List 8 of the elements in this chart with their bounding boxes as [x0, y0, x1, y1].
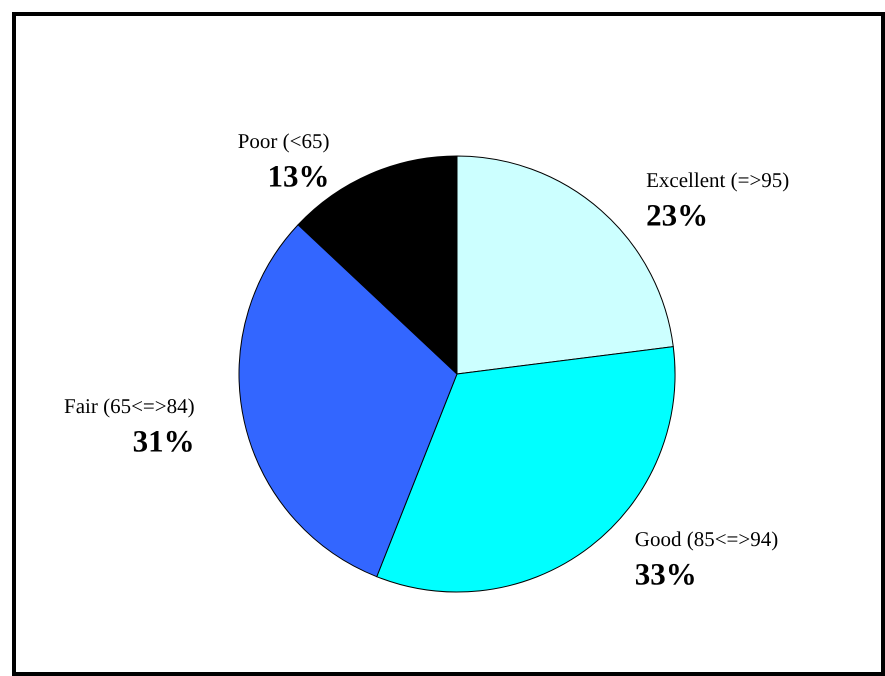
slice-label: Excellent (=>95)	[646, 168, 790, 192]
slice-label: Poor (<65)	[238, 129, 330, 154]
slice-label: Fair (65<=>84)	[64, 394, 195, 418]
data-label: 31%	[132, 423, 195, 458]
slice-label: Good (85<=>94)	[634, 527, 778, 552]
data-label: 33%	[634, 556, 697, 592]
data-label: 23%	[646, 198, 708, 233]
data-label: 13%	[267, 158, 330, 194]
